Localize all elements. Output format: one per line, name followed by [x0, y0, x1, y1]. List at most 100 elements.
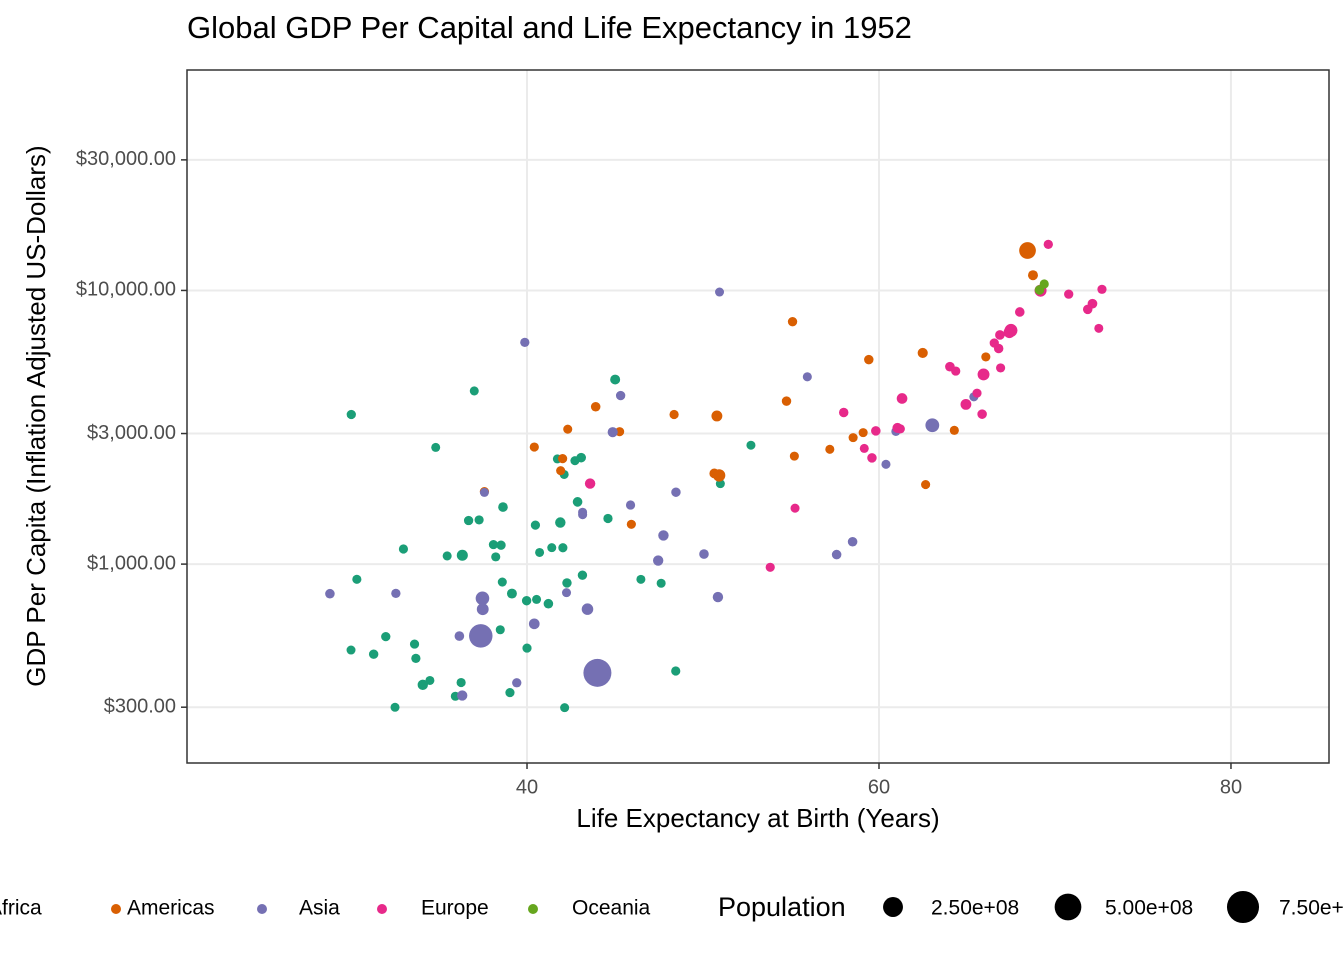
point — [398, 544, 409, 554]
point — [669, 409, 679, 420]
point — [995, 330, 1005, 340]
point — [543, 598, 554, 609]
point — [1064, 289, 1074, 299]
legend-swatch — [257, 904, 267, 914]
point — [409, 639, 420, 649]
x-axis-label: Life Expectancy at Birth (Years) — [576, 803, 939, 833]
point — [581, 603, 594, 615]
point — [746, 440, 756, 450]
point — [892, 422, 903, 433]
point — [790, 503, 800, 513]
point — [520, 337, 530, 348]
point — [825, 444, 835, 454]
point — [390, 702, 400, 712]
point — [712, 591, 724, 603]
point — [847, 536, 858, 547]
point — [431, 442, 441, 452]
point — [474, 515, 484, 525]
point — [488, 539, 499, 550]
point — [560, 703, 570, 713]
point — [981, 352, 991, 362]
point — [522, 643, 532, 653]
point — [491, 552, 501, 562]
points — [325, 239, 1107, 713]
point — [656, 578, 666, 588]
point — [848, 433, 858, 443]
point — [561, 588, 572, 598]
point — [977, 409, 987, 419]
point — [496, 540, 506, 550]
point — [532, 594, 542, 604]
point — [1004, 323, 1018, 337]
x-tick-label: 40 — [516, 776, 538, 798]
y-tick-label: $300.00 — [104, 695, 176, 717]
point — [925, 418, 940, 433]
point — [1039, 279, 1049, 289]
point — [454, 631, 465, 641]
point — [476, 603, 489, 616]
point — [1097, 284, 1107, 294]
point — [671, 487, 681, 497]
point — [652, 555, 664, 566]
y-axis-label: GDP Per Capita (Inflation Adjusted US-Do… — [21, 145, 51, 686]
point — [346, 409, 356, 420]
size-legend-label: 7.50e+08 — [1279, 897, 1344, 920]
size-legend-dot — [883, 897, 903, 917]
point — [709, 468, 720, 479]
point — [556, 466, 566, 476]
point — [867, 453, 877, 463]
point — [417, 679, 428, 691]
point — [881, 459, 891, 469]
point — [658, 530, 669, 541]
point — [972, 388, 982, 398]
point — [896, 393, 908, 404]
axes: 40 60 80 $300.00 $1,000.00 $3,000.00 $10,000.0… — [76, 148, 1242, 798]
point — [381, 631, 391, 642]
point — [626, 519, 636, 529]
point — [917, 347, 928, 359]
y-tick-label: $3,000.00 — [87, 422, 176, 444]
point — [498, 502, 508, 512]
point — [584, 478, 596, 489]
point — [603, 513, 613, 524]
point — [858, 428, 868, 438]
point — [610, 374, 621, 385]
point — [411, 653, 421, 664]
point — [572, 497, 583, 507]
point — [442, 551, 452, 561]
point — [456, 549, 468, 561]
point — [949, 425, 959, 435]
point — [1014, 307, 1025, 317]
point — [871, 426, 881, 436]
point — [563, 424, 573, 434]
legend-label: Oceania — [572, 897, 651, 920]
point — [1027, 270, 1038, 281]
point — [506, 588, 517, 599]
point — [989, 338, 999, 348]
point — [1082, 304, 1093, 315]
point — [838, 407, 849, 418]
point — [497, 577, 507, 587]
point — [1094, 323, 1104, 333]
point — [615, 390, 626, 401]
point — [558, 454, 568, 464]
point — [505, 687, 515, 698]
point — [463, 515, 474, 526]
point — [469, 386, 479, 396]
point — [562, 578, 572, 588]
chart-title: Global GDP Per Capital and Life Expectan… — [187, 10, 912, 45]
point — [625, 500, 636, 510]
point — [528, 618, 540, 630]
point — [699, 549, 709, 559]
point — [530, 520, 541, 530]
point — [951, 366, 961, 376]
point — [479, 487, 489, 497]
point — [555, 517, 566, 528]
point — [996, 363, 1006, 373]
point — [495, 625, 505, 635]
point — [469, 624, 493, 648]
point — [475, 591, 490, 606]
point — [711, 410, 723, 422]
legend-label: Europe — [421, 897, 489, 920]
point — [1019, 242, 1036, 259]
